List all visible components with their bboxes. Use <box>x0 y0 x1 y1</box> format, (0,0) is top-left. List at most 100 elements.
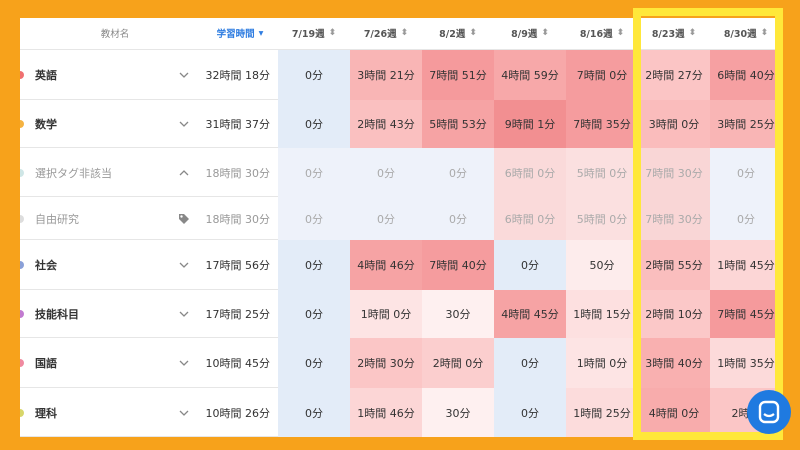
row-line <box>20 239 278 240</box>
row-dot <box>20 214 24 223</box>
week-cell: 0分 <box>278 388 350 437</box>
subject-name: 技能科目 <box>35 308 79 321</box>
row-line <box>20 196 278 197</box>
week-cell: 2時間 30分 <box>350 338 422 388</box>
header-week[interactable]: 7/19週 ⬍ <box>291 28 337 40</box>
week-cell: 3時間 0分 <box>638 100 710 148</box>
week-cell: 2時間 43分 <box>350 100 422 148</box>
week-cell: 3時間 25分 <box>710 100 780 148</box>
subject-name: 数学 <box>35 118 57 131</box>
sort-icon: ⬍ <box>541 28 549 38</box>
week-cell: 0分 <box>422 148 494 197</box>
week-cell: 0分 <box>350 148 422 197</box>
header-week[interactable]: 8/16週 ⬍ <box>579 28 625 40</box>
week-cell: 7時間 35分 <box>566 100 638 148</box>
week-cell: 3時間 21分 <box>350 50 422 100</box>
week-cell: 0分 <box>710 148 780 197</box>
header-week[interactable]: 8/30週 ⬍ <box>723 28 769 40</box>
row-dot <box>20 408 24 417</box>
total-time: 18時間 30分 <box>205 212 271 226</box>
week-cell: 0分 <box>278 148 350 197</box>
sort-icon: ⬍ <box>400 28 409 38</box>
subject-name: 理科 <box>35 406 57 420</box>
week-cell: 0分 <box>422 197 494 240</box>
week-cell: 5時間 0分 <box>566 197 638 240</box>
week-cell: 1時間 25分 <box>566 388 638 437</box>
week-cell: 4時間 46分 <box>350 240 422 290</box>
week-cell: 2時間 55分 <box>638 240 710 290</box>
week-cell: 1時間 15分 <box>566 290 638 338</box>
row-toggle[interactable] <box>175 50 193 100</box>
row-dot <box>20 168 24 177</box>
week-cell: 7時間 51分 <box>422 50 494 100</box>
week-cell: 6時間 40分 <box>710 50 780 100</box>
header-total[interactable]: 学習時間 ▾ <box>216 27 264 41</box>
subject-name: 選択タグ非該当 <box>35 166 112 180</box>
chat-button[interactable] <box>747 390 791 434</box>
week-cell: 50分 <box>566 240 638 290</box>
week-cell: 0分 <box>278 338 350 388</box>
row-line <box>20 436 278 437</box>
week-cell: 0分 <box>278 240 350 290</box>
row-dot <box>20 120 24 128</box>
week-cell: 0分 <box>710 197 780 240</box>
week-cell: 1時間 45分 <box>710 240 780 290</box>
row-toggle[interactable] <box>175 148 193 197</box>
week-cell: 7時間 30分 <box>638 197 710 240</box>
week-cell: 0分 <box>494 240 566 290</box>
row-line <box>20 387 278 388</box>
row-toggle[interactable] <box>175 240 193 290</box>
total-time: 32時間 18分 <box>205 69 271 82</box>
row-dot <box>20 261 24 269</box>
week-cell: 7時間 30分 <box>638 148 710 197</box>
week-cell: 0分 <box>278 290 350 338</box>
week-cell: 4時間 59分 <box>494 50 566 100</box>
header-week[interactable]: 8/9週 ⬍ <box>511 28 549 40</box>
week-cell: 1時間 35分 <box>710 338 780 388</box>
total-time: 17時間 25分 <box>205 308 271 321</box>
week-cell: 2時間 27分 <box>638 50 710 100</box>
week-cell: 0分 <box>278 50 350 100</box>
total-time: 18時間 30分 <box>205 166 271 180</box>
sort-icon: ⬍ <box>688 28 697 38</box>
week-cell: 1時間 0分 <box>350 290 422 338</box>
row-line <box>20 289 278 290</box>
week-cell: 2時間 0分 <box>422 338 494 388</box>
row-dot <box>20 71 24 79</box>
week-cell: 1時間 0分 <box>566 338 638 388</box>
subject-name: 国語 <box>35 357 57 370</box>
week-cell: 3時間 40分 <box>638 338 710 388</box>
table: 教材名 学習時間 ▾ 7/19週 ⬍ 7/26週 ⬍ 8/2週 ⬍ 8/9週 ⬍ 8/16週… <box>20 18 780 437</box>
week-cell: 30分 <box>422 388 494 437</box>
row-toggle[interactable] <box>175 100 193 148</box>
week-cell: 2時間 10分 <box>638 290 710 338</box>
week-cell: 6時間 0分 <box>494 148 566 197</box>
week-cell: 7時間 0分 <box>566 50 638 100</box>
week-cell: 6時間 0分 <box>494 197 566 240</box>
row-toggle[interactable] <box>175 338 193 388</box>
week-cell: 7時間 40分 <box>422 240 494 290</box>
header-week[interactable]: 7/26週 ⬍ <box>363 28 409 40</box>
total-time: 31時間 37分 <box>205 118 271 131</box>
total-time: 10時間 26分 <box>205 406 271 420</box>
week-cell: 0分 <box>494 388 566 437</box>
row-toggle[interactable] <box>175 388 193 437</box>
row-line <box>20 99 278 100</box>
week-cell: 4時間 0分 <box>638 388 710 437</box>
row-toggle[interactable] <box>175 290 193 338</box>
header-week[interactable]: 8/23週 ⬍ <box>651 28 697 40</box>
week-cell: 0分 <box>278 197 350 240</box>
row-toggle[interactable] <box>175 197 193 240</box>
sort-icon: ⬍ <box>616 28 625 38</box>
week-cell: 7時間 45分 <box>710 290 780 338</box>
header-week[interactable]: 8/2週 ⬍ <box>439 28 477 40</box>
sort-icon: ⬍ <box>328 28 337 38</box>
row-line <box>20 147 278 148</box>
sort-arrow: ▾ <box>258 27 264 39</box>
row-dot <box>20 310 24 318</box>
week-cell: 0分 <box>278 100 350 148</box>
total-time: 10時間 45分 <box>205 357 271 370</box>
week-cell: 30分 <box>422 290 494 338</box>
week-cell: 9時間 1分 <box>494 100 566 148</box>
